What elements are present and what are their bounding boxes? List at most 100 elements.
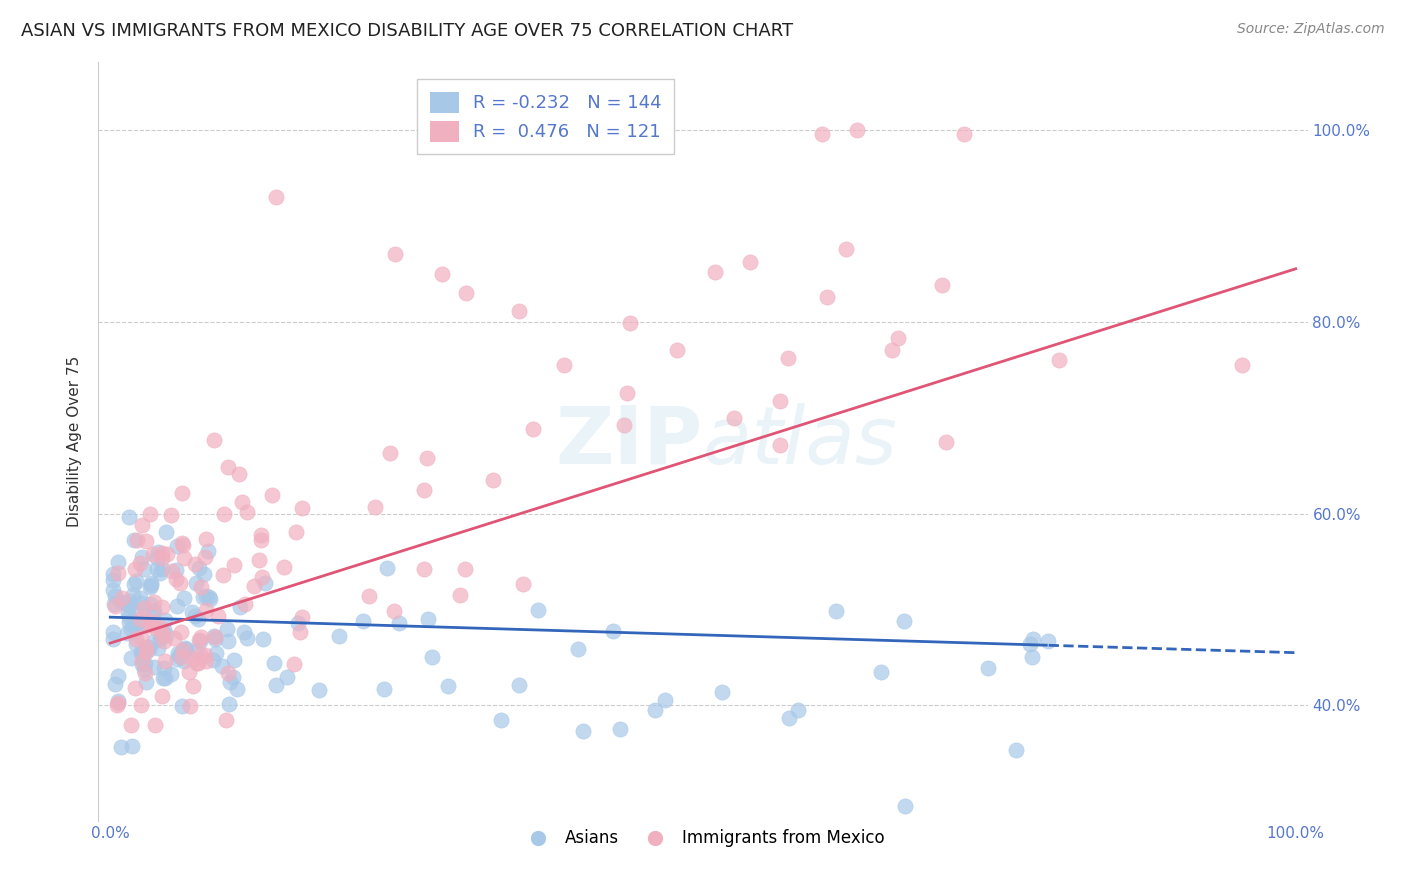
Point xyxy=(129,698,152,712)
Point xyxy=(167,648,190,663)
Point xyxy=(217,460,239,475)
Point xyxy=(150,599,173,614)
Point xyxy=(110,595,132,609)
Point xyxy=(1047,353,1070,368)
Point xyxy=(778,711,800,725)
Point xyxy=(118,615,141,630)
Point xyxy=(139,618,162,632)
Point xyxy=(101,573,124,587)
Point xyxy=(138,580,160,594)
Point xyxy=(170,650,193,665)
Point xyxy=(135,533,157,548)
Point xyxy=(222,670,245,684)
Point xyxy=(378,446,401,460)
Point xyxy=(132,662,155,676)
Point xyxy=(195,602,218,616)
Point xyxy=(952,128,974,142)
Point xyxy=(150,628,173,642)
Point xyxy=(120,622,142,636)
Point xyxy=(776,351,799,365)
Point xyxy=(211,658,233,673)
Point xyxy=(222,653,245,667)
Point xyxy=(155,613,177,627)
Point xyxy=(135,640,157,654)
Text: ASIAN VS IMMIGRANTS FROM MEXICO DISABILITY AGE OVER 75 CORRELATION CHART: ASIAN VS IMMIGRANTS FROM MEXICO DISABILI… xyxy=(21,22,793,40)
Point xyxy=(375,561,398,575)
Point xyxy=(166,652,188,666)
Point xyxy=(150,551,173,566)
Point xyxy=(129,618,152,632)
Point xyxy=(153,661,176,675)
Point xyxy=(152,671,174,685)
Point xyxy=(291,610,314,624)
Point xyxy=(122,588,145,602)
Point xyxy=(232,624,254,639)
Point xyxy=(110,739,132,754)
Point xyxy=(165,563,187,577)
Point xyxy=(181,679,204,693)
Point xyxy=(236,505,259,519)
Point xyxy=(553,358,575,372)
Point xyxy=(526,603,548,617)
Point xyxy=(135,645,157,659)
Point xyxy=(212,507,235,521)
Point xyxy=(250,527,273,541)
Legend: Asians, Immigrants from Mexico: Asians, Immigrants from Mexico xyxy=(515,822,891,854)
Point xyxy=(172,642,194,657)
Point xyxy=(117,509,139,524)
Point xyxy=(142,604,165,618)
Point xyxy=(131,645,153,659)
Point xyxy=(416,450,439,465)
Point xyxy=(222,558,245,572)
Point xyxy=(149,566,172,580)
Point xyxy=(139,507,162,521)
Point xyxy=(125,632,148,647)
Point xyxy=(204,632,226,647)
Point xyxy=(824,604,846,618)
Point xyxy=(173,591,195,605)
Point xyxy=(233,597,256,611)
Point xyxy=(711,685,734,699)
Point xyxy=(180,606,202,620)
Point xyxy=(121,739,143,753)
Point xyxy=(132,649,155,664)
Point xyxy=(156,547,179,561)
Point xyxy=(190,581,212,595)
Point xyxy=(893,799,915,814)
Point xyxy=(195,532,218,546)
Point xyxy=(134,601,156,615)
Point xyxy=(228,467,250,482)
Point xyxy=(253,575,276,590)
Point xyxy=(132,562,155,576)
Point xyxy=(283,657,305,672)
Point xyxy=(288,624,311,639)
Point xyxy=(976,661,998,675)
Point xyxy=(169,576,191,591)
Point xyxy=(125,622,148,636)
Point xyxy=(243,579,266,593)
Point xyxy=(786,703,808,717)
Point xyxy=(195,589,218,603)
Point xyxy=(166,646,188,660)
Point xyxy=(665,343,688,358)
Point xyxy=(124,681,146,695)
Point xyxy=(160,666,183,681)
Point xyxy=(187,632,209,647)
Point xyxy=(149,629,172,643)
Point xyxy=(449,588,471,602)
Point xyxy=(508,678,530,692)
Point xyxy=(454,285,477,300)
Point xyxy=(173,654,195,668)
Point xyxy=(834,242,856,256)
Point xyxy=(1232,358,1254,372)
Point xyxy=(131,654,153,668)
Point xyxy=(131,550,153,565)
Point xyxy=(166,599,188,614)
Point xyxy=(172,485,194,500)
Point xyxy=(384,247,406,261)
Point xyxy=(602,624,624,638)
Point xyxy=(111,591,134,606)
Point xyxy=(143,659,166,673)
Point xyxy=(810,128,832,142)
Point xyxy=(420,649,443,664)
